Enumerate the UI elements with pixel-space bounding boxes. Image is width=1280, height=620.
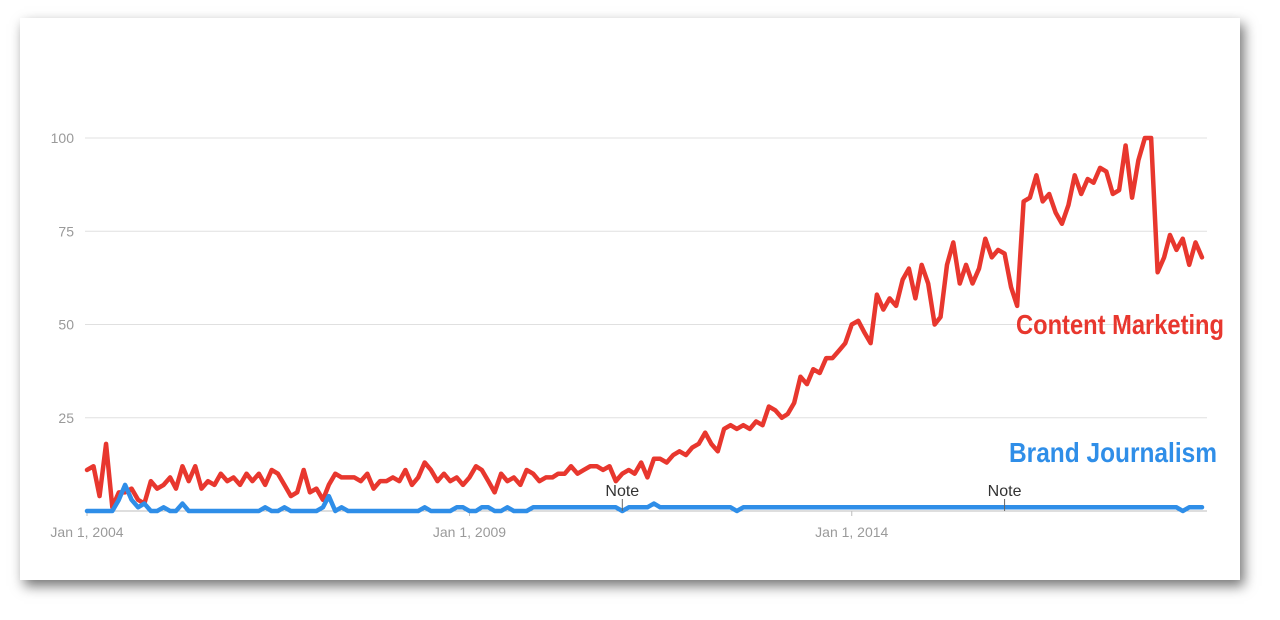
x-tick-label: Jan 1, 2004 [50, 524, 123, 540]
x-tick-label: Jan 1, 2009 [433, 524, 506, 540]
series-label: Content Marketing [1016, 309, 1224, 340]
y-tick-label: 50 [58, 317, 74, 333]
series-line [84, 135, 1205, 510]
y-tick-label: 25 [58, 410, 74, 426]
annotation: Note [605, 483, 639, 500]
annotation: Note [988, 483, 1022, 500]
chart-panel [20, 18, 1240, 580]
series-line [84, 482, 1205, 514]
x-tick-label: Jan 1, 2014 [815, 524, 888, 540]
series-label: Brand Journalism [1009, 437, 1217, 468]
y-tick-label: 100 [51, 130, 75, 146]
y-tick-label: 75 [58, 223, 74, 239]
